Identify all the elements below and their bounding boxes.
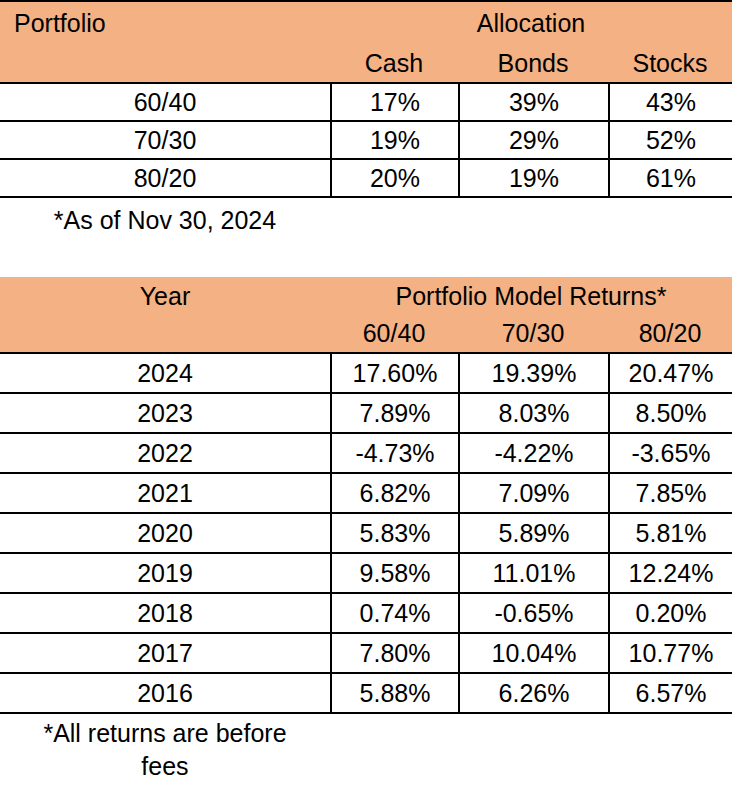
return-80-20-cell: 7.85% xyxy=(608,474,732,512)
stocks-value-cell: 61% xyxy=(608,160,732,196)
year-cell: 2018 xyxy=(0,594,330,632)
allocation-row-80-20: 80/20 20% 19% 61% xyxy=(0,160,732,198)
cash-value-cell: 20% xyxy=(330,160,458,196)
returns-table: Year Portfolio Model Returns* 60/40 70/3… xyxy=(0,277,732,783)
allocation-header-row-1: Portfolio Allocation xyxy=(0,2,732,45)
returns-row-2023: 2023 7.89% 8.03% 8.50% xyxy=(0,394,732,434)
returns-header-row-2: 60/40 70/30 80/20 xyxy=(0,315,732,352)
column-header-stocks: Stocks xyxy=(608,45,732,82)
return-70-30-cell: 6.26% xyxy=(458,674,608,712)
column-header-80-20: 80/20 xyxy=(608,315,732,352)
returns-row-2024: 2024 17.60% 19.39% 20.47% xyxy=(0,354,732,394)
returns-row-2022: 2022 -4.73% -4.22% -3.65% xyxy=(0,434,732,474)
year-cell: 2023 xyxy=(0,394,330,432)
return-80-20-cell: 12.24% xyxy=(608,554,732,592)
returns-row-2017: 2017 7.80% 10.04% 10.77% xyxy=(0,634,732,674)
return-80-20-cell: 10.77% xyxy=(608,634,732,672)
returns-footnote: *All returns are before fees xyxy=(0,714,330,783)
allocation-table-title: Portfolio xyxy=(0,2,330,45)
stocks-value-cell: 43% xyxy=(608,84,732,120)
allocation-header-spacer xyxy=(0,45,330,82)
return-60-40-cell: 17.60% xyxy=(330,354,458,392)
column-header-bonds: Bonds xyxy=(458,45,608,82)
return-60-40-cell: 7.80% xyxy=(330,634,458,672)
return-60-40-cell: 0.74% xyxy=(330,594,458,632)
returns-header-row-1: Year Portfolio Model Returns* xyxy=(0,277,732,315)
year-cell: 2017 xyxy=(0,634,330,672)
returns-footnote-line-2: fees xyxy=(0,750,330,783)
return-80-20-cell: 8.50% xyxy=(608,394,732,432)
table-gap xyxy=(0,242,732,277)
return-70-30-cell: 5.89% xyxy=(458,514,608,552)
return-70-30-cell: -4.22% xyxy=(458,434,608,472)
returns-table-header: Year Portfolio Model Returns* 60/40 70/3… xyxy=(0,277,732,354)
return-60-40-cell: 5.88% xyxy=(330,674,458,712)
bonds-value-cell: 29% xyxy=(458,122,608,158)
return-80-20-cell: 20.47% xyxy=(608,354,732,392)
returns-header-spacer xyxy=(0,315,330,352)
column-header-cash: Cash xyxy=(330,45,458,82)
allocation-table-header: Portfolio Allocation Cash Bonds Stocks xyxy=(0,0,732,84)
portfolio-label-cell: 70/30 xyxy=(0,122,330,158)
allocation-header-row-2: Cash Bonds Stocks xyxy=(0,45,732,82)
returns-row-2018: 2018 0.74% -0.65% 0.20% xyxy=(0,594,732,634)
return-70-30-cell: 10.04% xyxy=(458,634,608,672)
column-header-70-30: 70/30 xyxy=(458,315,608,352)
return-60-40-cell: 7.89% xyxy=(330,394,458,432)
portfolio-tables-view: Portfolio Allocation Cash Bonds Stocks 6… xyxy=(0,0,732,783)
return-80-20-cell: -3.65% xyxy=(608,434,732,472)
allocation-group-header: Allocation xyxy=(330,2,732,45)
allocation-footnote: *As of Nov 30, 2024 xyxy=(0,198,330,242)
return-60-40-cell: 5.83% xyxy=(330,514,458,552)
return-70-30-cell: 11.01% xyxy=(458,554,608,592)
column-header-60-40: 60/40 xyxy=(330,315,458,352)
returns-row-2021: 2021 6.82% 7.09% 7.85% xyxy=(0,474,732,514)
allocation-row-60-40: 60/40 17% 39% 43% xyxy=(0,84,732,122)
year-cell: 2020 xyxy=(0,514,330,552)
returns-row-2019: 2019 9.58% 11.01% 12.24% xyxy=(0,554,732,594)
portfolio-label-cell: 60/40 xyxy=(0,84,330,120)
return-70-30-cell: -0.65% xyxy=(458,594,608,632)
allocation-table: Portfolio Allocation Cash Bonds Stocks 6… xyxy=(0,0,732,242)
return-80-20-cell: 5.81% xyxy=(608,514,732,552)
returns-group-header: Portfolio Model Returns* xyxy=(330,277,732,315)
bonds-value-cell: 19% xyxy=(458,160,608,196)
returns-footnote-line-1: *All returns are before xyxy=(0,717,330,750)
return-60-40-cell: 6.82% xyxy=(330,474,458,512)
portfolio-label-cell: 80/20 xyxy=(0,160,330,196)
return-80-20-cell: 0.20% xyxy=(608,594,732,632)
year-cell: 2016 xyxy=(0,674,330,712)
year-cell: 2024 xyxy=(0,354,330,392)
returns-row-2016: 2016 5.88% 6.26% 6.57% xyxy=(0,674,732,714)
allocation-row-70-30: 70/30 19% 29% 52% xyxy=(0,122,732,160)
cash-value-cell: 19% xyxy=(330,122,458,158)
year-cell: 2019 xyxy=(0,554,330,592)
returns-row-2020: 2020 5.83% 5.89% 5.81% xyxy=(0,514,732,554)
return-70-30-cell: 19.39% xyxy=(458,354,608,392)
year-cell: 2021 xyxy=(0,474,330,512)
return-70-30-cell: 8.03% xyxy=(458,394,608,432)
returns-table-title: Year xyxy=(0,277,330,315)
return-70-30-cell: 7.09% xyxy=(458,474,608,512)
return-60-40-cell: -4.73% xyxy=(330,434,458,472)
cash-value-cell: 17% xyxy=(330,84,458,120)
bonds-value-cell: 39% xyxy=(458,84,608,120)
year-cell: 2022 xyxy=(0,434,330,472)
return-60-40-cell: 9.58% xyxy=(330,554,458,592)
stocks-value-cell: 52% xyxy=(608,122,732,158)
return-80-20-cell: 6.57% xyxy=(608,674,732,712)
